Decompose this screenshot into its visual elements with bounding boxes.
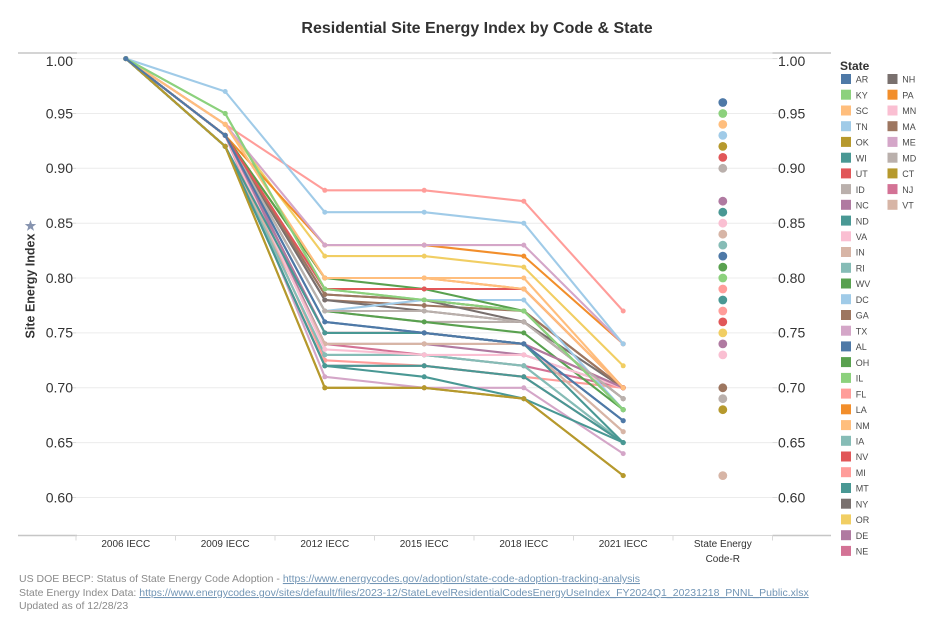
svg-text:1.00: 1.00 <box>46 53 73 69</box>
svg-text:AR: AR <box>856 75 869 85</box>
svg-text:IN: IN <box>856 248 865 258</box>
svg-text:ND: ND <box>856 216 869 226</box>
svg-text:MN: MN <box>902 106 916 116</box>
svg-text:0.95: 0.95 <box>46 105 73 121</box>
svg-text:0.90: 0.90 <box>778 160 805 176</box>
svg-text:GA: GA <box>856 311 869 321</box>
svg-text:NC: NC <box>856 201 869 211</box>
svg-text:2018 IECC: 2018 IECC <box>499 539 548 550</box>
svg-text:0.80: 0.80 <box>778 270 805 286</box>
svg-text:KY: KY <box>856 90 868 100</box>
svg-text:UT: UT <box>856 169 868 179</box>
svg-text:LA: LA <box>856 405 867 415</box>
svg-text:MD: MD <box>902 153 916 163</box>
svg-text:NV: NV <box>856 452 869 462</box>
svg-text:MA: MA <box>902 122 916 132</box>
svg-text:Code-R: Code-R <box>706 554 740 565</box>
svg-text:2009 IECC: 2009 IECC <box>201 539 250 550</box>
svg-text:State Energy: State Energy <box>694 539 752 550</box>
svg-text:Updated as of 12/28/23: Updated as of 12/28/23 <box>19 600 128 612</box>
svg-text:0.70: 0.70 <box>778 380 805 396</box>
svg-text:Residential Site Energy Index: Residential Site Energy Index by Code & … <box>301 20 652 37</box>
svg-text:0.75: 0.75 <box>778 325 805 341</box>
svg-text:0.65: 0.65 <box>778 434 805 450</box>
svg-text:NH: NH <box>902 75 915 85</box>
svg-text:NY: NY <box>856 499 869 509</box>
svg-text:US DOE BECP: Status of State E: US DOE BECP: Status of State Energy Code… <box>19 573 640 585</box>
svg-text:0.80: 0.80 <box>46 270 73 286</box>
svg-text:AL: AL <box>856 342 867 352</box>
svg-text:2015 IECC: 2015 IECC <box>400 539 449 550</box>
svg-text:IL: IL <box>856 374 864 384</box>
svg-text:MT: MT <box>856 484 869 494</box>
svg-text:WI: WI <box>856 153 867 163</box>
svg-text:OK: OK <box>856 138 869 148</box>
svg-text:0.70: 0.70 <box>46 380 73 396</box>
svg-text:State: State <box>840 59 870 73</box>
svg-text:OH: OH <box>856 358 870 368</box>
svg-text:CT: CT <box>902 169 914 179</box>
svg-text:2006 IECC: 2006 IECC <box>101 539 150 550</box>
svg-text:NE: NE <box>856 547 869 557</box>
svg-text:NJ: NJ <box>902 185 913 195</box>
svg-text:0.85: 0.85 <box>778 215 805 231</box>
svg-text:SC: SC <box>856 106 869 116</box>
svg-text:0.60: 0.60 <box>46 489 73 505</box>
svg-text:DE: DE <box>856 531 869 541</box>
svg-text:2012 IECC: 2012 IECC <box>300 539 349 550</box>
svg-text:1.00: 1.00 <box>778 53 805 69</box>
svg-text:NM: NM <box>856 421 870 431</box>
svg-text:PA: PA <box>902 90 913 100</box>
svg-text:0.95: 0.95 <box>778 105 805 121</box>
svg-text:VT: VT <box>902 201 914 211</box>
svg-text:VA: VA <box>856 232 867 242</box>
svg-text:2021 IECC: 2021 IECC <box>599 539 648 550</box>
svg-text:ME: ME <box>902 138 916 148</box>
svg-text:IA: IA <box>856 437 865 447</box>
svg-text:RI: RI <box>856 264 865 274</box>
svg-text:0.65: 0.65 <box>46 434 73 450</box>
svg-text:0.60: 0.60 <box>778 489 805 505</box>
svg-text:MI: MI <box>856 468 866 478</box>
svg-text:0.85: 0.85 <box>46 215 73 231</box>
svg-text:0.75: 0.75 <box>46 325 73 341</box>
svg-text:WV: WV <box>856 279 871 289</box>
svg-text:0.90: 0.90 <box>46 160 73 176</box>
svg-text:OR: OR <box>856 515 870 525</box>
svg-text:FL: FL <box>856 389 867 399</box>
svg-text:DC: DC <box>856 295 869 305</box>
svg-text:TX: TX <box>856 326 868 336</box>
svg-text:State Energy Index Data: https: State Energy Index Data: https://www.ene… <box>19 587 809 599</box>
svg-text:ID: ID <box>856 185 866 195</box>
svg-text:Site Energy Index: Site Energy Index <box>24 234 38 339</box>
svg-text:TN: TN <box>856 122 868 132</box>
